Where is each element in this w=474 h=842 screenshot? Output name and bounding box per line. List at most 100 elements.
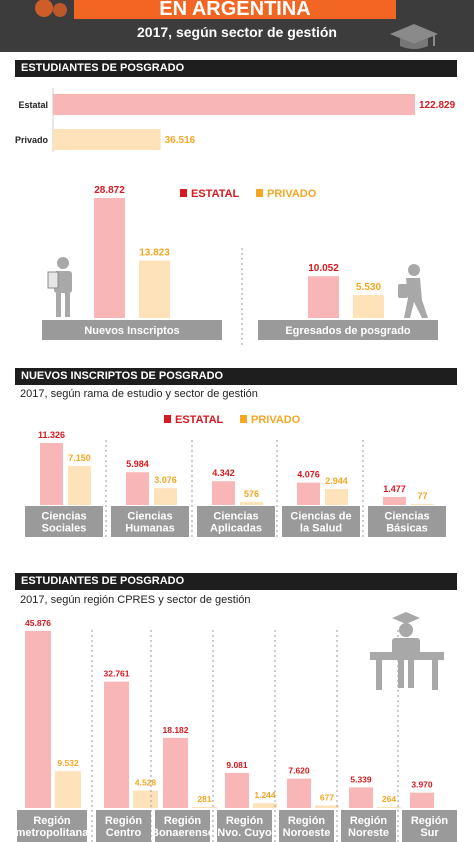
value-label: 2.944 — [325, 476, 348, 486]
value-label: 28.872 — [94, 185, 125, 196]
category-label-text: Noreste — [348, 827, 389, 839]
category-label-text: metropolitana — [16, 827, 90, 839]
category-label-text: la Salud — [300, 523, 342, 535]
bar — [240, 501, 263, 505]
category-label-box — [402, 810, 457, 842]
legend-label-estatal: ESTATAL — [175, 414, 224, 426]
value-label: 576 — [244, 489, 259, 499]
category-label-text: Ciencias — [213, 511, 258, 523]
bar — [383, 496, 406, 505]
legend-swatch-privado — [256, 189, 263, 197]
category-label-box — [341, 810, 396, 842]
bar — [53, 129, 161, 150]
legend-swatch-estatal — [180, 189, 187, 197]
value-label: 5.339 — [350, 774, 372, 784]
bar — [308, 276, 339, 318]
bar — [353, 295, 384, 318]
value-label: 18.182 — [163, 725, 189, 735]
header: EN ARGENTINA 2017, según sector de gesti… — [0, 0, 474, 52]
value-label: 5.984 — [126, 459, 149, 469]
category-label-box — [42, 320, 222, 340]
bar — [325, 488, 348, 505]
category-label-text: Aplicadas — [210, 523, 262, 535]
category-label-text: Región — [411, 815, 449, 827]
category-label-box — [368, 506, 446, 537]
bar — [192, 806, 217, 808]
category-label-text: Región — [350, 815, 388, 827]
value-label: 13.823 — [139, 248, 170, 259]
section-title-nuevos-inscriptos: NUEVOS INSCRIPTOS DE POSGRADO — [15, 368, 457, 385]
category-label-box — [282, 506, 360, 537]
category-label-text: Nvo. Cuyo — [217, 827, 272, 839]
legend-label-privado: PRIVADO — [267, 188, 317, 200]
category-label-box — [25, 506, 103, 537]
value-label: 3.076 — [154, 475, 177, 485]
legend-label-privado: PRIVADO — [251, 414, 301, 426]
bar — [287, 778, 311, 808]
value-label: 11.326 — [38, 430, 65, 440]
value-label: 7.620 — [288, 766, 310, 776]
bar — [410, 792, 434, 808]
category-label-text: Bonaerense — [151, 827, 214, 839]
bar — [253, 803, 277, 808]
value-label: 9.081 — [226, 760, 248, 770]
value-label: 264 — [382, 794, 396, 804]
bar — [40, 443, 63, 505]
bar — [411, 504, 434, 505]
bar — [225, 772, 249, 808]
page-title: EN ARGENTINA — [74, 0, 396, 19]
category-label-text: Ciencias — [127, 511, 172, 523]
bar — [154, 488, 177, 505]
value-label: 4.076 — [297, 470, 320, 480]
category-label-text: Egresados de posgrado — [285, 325, 411, 337]
value-label: 1.244 — [254, 790, 276, 800]
category-label-text: Noroeste — [283, 827, 331, 839]
section-subtitle-rama: 2017, según rama de estudio y sector de … — [20, 388, 258, 400]
category-label-text: Región — [226, 815, 264, 827]
category-label-box — [111, 506, 189, 537]
bar — [163, 737, 188, 808]
value-label: 3.970 — [411, 780, 433, 790]
value-label: 4.528 — [135, 778, 157, 788]
category-label-text: Región — [164, 815, 202, 827]
bar — [53, 94, 415, 115]
bar — [139, 260, 170, 318]
category-label-box — [197, 506, 275, 537]
category-label-text: Sociales — [42, 523, 87, 535]
value-label: 5.530 — [356, 282, 381, 293]
value-label: 677 — [320, 792, 334, 802]
category-label: Privado — [15, 135, 49, 145]
category-label-box — [279, 810, 334, 842]
graduation-cap-icon — [390, 24, 438, 49]
category-label-text: Sur — [420, 827, 439, 839]
value-label: 281 — [197, 794, 211, 804]
category-label-box — [258, 320, 438, 340]
value-label: 9.532 — [57, 758, 79, 768]
category-label-box — [96, 810, 151, 842]
category-label-text: Ciencias — [41, 511, 86, 523]
bar — [212, 481, 235, 505]
category-label-text: Básicas — [386, 523, 428, 535]
bar — [68, 465, 91, 505]
section-title-estudiantes-region: ESTUDIANTES DE POSGRADO — [15, 573, 457, 590]
bar — [94, 198, 125, 318]
value-label: 1.477 — [383, 484, 406, 494]
page-subtitle: 2017, según sector de gestión — [137, 24, 337, 40]
value-label: 10.052 — [308, 263, 339, 274]
value-label: 122.829 — [419, 100, 456, 111]
bar — [104, 681, 129, 808]
category-label-box — [17, 810, 87, 842]
category-label-box — [217, 810, 272, 842]
value-label: 45.876 — [25, 618, 51, 628]
category-label-text: Región — [33, 815, 71, 827]
walking-person-icon — [398, 264, 428, 318]
legend-swatch-privado — [240, 415, 247, 423]
value-label: 7.150 — [68, 453, 91, 463]
section-subtitle-region: 2017, según región CPRES y sector de ges… — [20, 594, 251, 606]
legend-label-estatal: ESTATAL — [191, 188, 240, 200]
category-label-text: Región — [288, 815, 326, 827]
category-label-text: Humanas — [125, 523, 175, 535]
bar — [297, 482, 320, 505]
bar — [349, 787, 373, 808]
